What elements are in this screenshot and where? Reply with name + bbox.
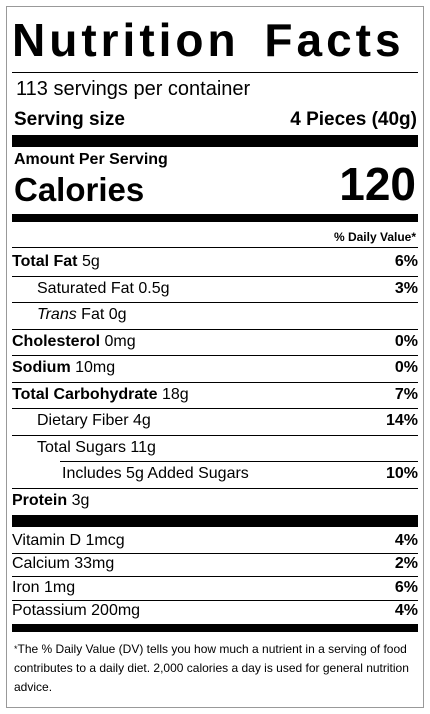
nutrient-name: Saturated Fat 0.5g xyxy=(37,280,170,298)
nutrient-amount: 11g xyxy=(130,438,156,456)
nutrient-amount: 0.5g xyxy=(138,279,170,297)
divider xyxy=(12,381,418,383)
nutrient-label: Total Sugars xyxy=(37,438,126,456)
divider xyxy=(12,408,418,409)
nutrient-name: Calcium 33mg xyxy=(12,555,114,573)
nutrient-label: Sodium xyxy=(12,359,71,377)
nutrient-amount: 0mg xyxy=(104,332,136,350)
nutrient-name: Total Sugars 11g xyxy=(37,439,156,457)
nutrient-amount: 4g xyxy=(133,412,151,430)
nutrient-name: Cholesterol 0mg xyxy=(12,333,136,351)
nutrient-amount: 1mcg xyxy=(85,531,125,549)
daily-value: 7% xyxy=(394,385,418,403)
nutrient-label: Fat xyxy=(81,306,105,324)
nutrient-label: Total Carbohydrate xyxy=(12,385,158,403)
divider xyxy=(12,576,418,577)
daily-value: 3% xyxy=(394,279,418,297)
nutrient-amount: 1mg xyxy=(44,578,76,596)
nutrient-amount: 5g xyxy=(81,253,100,271)
divider xyxy=(12,487,418,489)
nutrient-label: Vitamin D xyxy=(12,531,82,549)
thick-divider xyxy=(12,214,418,222)
label-frame xyxy=(6,6,424,708)
footnote: *The % Daily Value (DV) tells you how mu… xyxy=(14,640,410,697)
thick-divider xyxy=(12,515,418,527)
nutrient-amount: 33mg xyxy=(74,555,115,573)
nutrient-label: Protein xyxy=(12,491,68,509)
divider xyxy=(12,72,418,73)
serving-size-value: 4 Pieces (40g) xyxy=(290,109,417,130)
daily-value: 10% xyxy=(385,465,418,483)
nutrient-name: Total Carbohydrate 18g xyxy=(12,386,189,404)
nutrient-name: Total Fat 5g xyxy=(12,253,100,271)
daily-value: 0% xyxy=(394,359,418,377)
nutrient-label: Dietary Fiber xyxy=(37,412,129,430)
nutrient-amount: 10mg xyxy=(75,359,116,377)
nutrient-row: Total Carbohydrate 18g 7% xyxy=(12,382,418,409)
calories-label: Calories xyxy=(14,171,145,208)
nutrient-row: Includes 5g Added Sugars 10% xyxy=(62,461,418,488)
footnote-text: The % Daily Value (DV) tells you how muc… xyxy=(14,642,409,694)
daily-value: 4% xyxy=(394,531,418,549)
nutrient-row: Saturated Fat 0.5g 3% xyxy=(37,276,418,303)
daily-value-header: % Daily Value* xyxy=(333,230,416,244)
nutrient-name: Protein 3g xyxy=(12,492,89,510)
divider xyxy=(12,355,418,356)
daily-value: 4% xyxy=(394,602,418,620)
divider xyxy=(12,275,418,277)
nutrient-row: Total Sugars 11g xyxy=(37,435,418,462)
divider xyxy=(12,247,418,248)
nutrient-amount: 200mg xyxy=(91,602,141,620)
nutrient-label: Calcium xyxy=(12,555,70,573)
divider xyxy=(12,328,418,330)
nutrient-row: Potassium 200mg 4% xyxy=(12,600,418,624)
divider xyxy=(12,302,418,303)
nutrient-label: Iron xyxy=(12,578,40,596)
nutrient-label: Total Fat xyxy=(12,253,78,271)
thick-divider xyxy=(12,135,418,147)
divider xyxy=(12,434,418,436)
nutrient-row: Calcium 33mg 2% xyxy=(12,553,418,577)
nutrient-row: Vitamin D 1mcg 4% xyxy=(12,529,418,553)
nutrient-amount: 18g xyxy=(161,385,189,403)
daily-value: 6% xyxy=(394,578,418,596)
nutrient-name: Dietary Fiber 4g xyxy=(37,412,151,430)
divider xyxy=(12,552,418,554)
servings: 113 servings per container xyxy=(16,78,251,100)
daily-value: 2% xyxy=(394,555,418,573)
amount-per-serving: Amount Per Serving xyxy=(14,151,168,168)
thick-divider xyxy=(12,624,418,632)
nutrient-name: Vitamin D 1mcg xyxy=(12,532,125,550)
nutrient-name: Trans Fat 0g xyxy=(37,306,127,324)
nutrient-italic: Trans xyxy=(37,306,77,324)
nutrient-row: Trans Fat 0g xyxy=(37,302,418,329)
nutrient-name: Sodium 10mg xyxy=(12,359,115,377)
daily-value: 6% xyxy=(394,253,418,271)
divider xyxy=(12,599,418,601)
nutrient-row: Iron 1mg 6% xyxy=(12,576,418,600)
nutrient-name: Potassium 200mg xyxy=(12,602,140,620)
nutrient-row: Total Fat 5g 6% xyxy=(12,249,418,276)
calories-value: 120 xyxy=(339,158,416,210)
nutrient-name: Includes 5g Added Sugars xyxy=(62,465,249,483)
nutrient-row: Protein 3g xyxy=(12,488,418,515)
nutrient-amount: 0g xyxy=(108,306,127,324)
nutrient-name: Iron 1mg xyxy=(12,579,75,597)
nutrient-row: Cholesterol 0mg 0% xyxy=(12,329,418,356)
nutrient-label: Potassium xyxy=(12,602,87,620)
daily-value: 0% xyxy=(394,332,418,350)
nutrient-row: Dietary Fiber 4g 14% xyxy=(37,408,418,435)
footnote-marker: * xyxy=(14,644,18,654)
nutrient-amount: 3g xyxy=(71,491,90,509)
serving-size-label: Serving size xyxy=(14,109,125,130)
nutrient-label: Cholesterol xyxy=(12,332,101,350)
divider xyxy=(60,461,418,462)
nutrient-row: Sodium 10mg 0% xyxy=(12,355,418,382)
daily-value: 14% xyxy=(385,412,418,430)
nutrient-label: Saturated Fat xyxy=(37,279,134,297)
title: Nutrition Facts xyxy=(12,14,405,66)
nutrient-label: Includes 5g Added Sugars xyxy=(62,465,249,483)
